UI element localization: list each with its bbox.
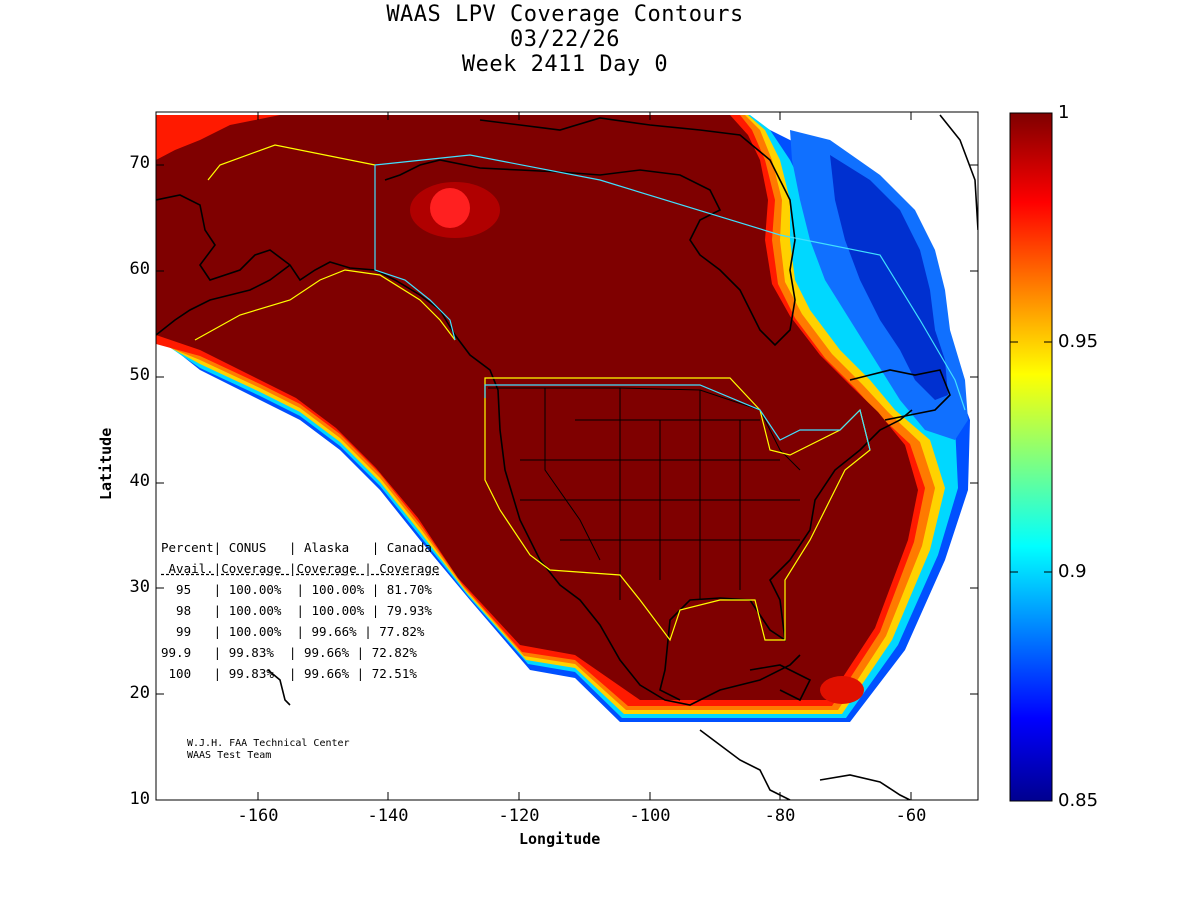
service-boundaries [194, 144, 966, 642]
contour-patch-caribbean [820, 676, 864, 704]
title-line-3: Week 2411 Day 0 [461, 52, 669, 77]
credit-line-1: W.J.H. FAA Technical Center [187, 738, 350, 749]
colorbar-ticks [1010, 341, 1052, 573]
y-tick-label: 50 [129, 365, 150, 385]
contour-northeast-navy [830, 155, 948, 400]
x-tick-label: -120 [498, 806, 540, 826]
plot-frame [155, 111, 979, 801]
y-tick-label: 40 [129, 471, 150, 491]
table-row: 98 | 100.00% | 100.00% | 79.93% [161, 603, 432, 618]
x-tick-label: -60 [895, 806, 927, 826]
y-tick-label: 30 [129, 577, 150, 597]
table-row: 99.9 | 99.83% | 99.66% | 72.82% [161, 645, 417, 660]
table-header-row: Percent| CONUS | Alaska | Canada [161, 540, 432, 555]
y-tick-label: 60 [129, 259, 150, 279]
table-row: 95 | 100.00% | 100.00% | 81.70% [161, 582, 432, 597]
coastlines [156, 114, 978, 800]
credit-line-2: WAAS Test Team [187, 750, 272, 761]
contour-hotspot-core [430, 188, 470, 228]
title-line-1: WAAS LPV Coverage Contours [386, 2, 744, 27]
table-header-row: Avail.|Coverage |Coverage | Coverage [161, 561, 440, 576]
x-tick-label: -80 [764, 806, 796, 826]
colorbar-tick-label: 0.85 [1058, 790, 1099, 811]
y-tick-label: 10 [129, 789, 150, 809]
title-line-2: 03/22/26 [510, 27, 620, 52]
colorbar-tick-label: 1 [1058, 102, 1070, 123]
axis-ticks [156, 112, 978, 800]
y-axis-label: Latitude [97, 427, 115, 500]
coverage-table: Percent| CONUS | Alaska | Canada Avail.|… [161, 516, 439, 705]
colorbar-tick-label: 0.9 [1058, 561, 1087, 582]
x-tick-label: -160 [237, 806, 279, 826]
colorbar-tick-label: 0.95 [1058, 331, 1099, 352]
state-borders [488, 387, 801, 600]
x-tick-label: -140 [367, 806, 409, 826]
contour-full-coverage [156, 115, 918, 700]
y-tick-label: 70 [129, 153, 150, 173]
x-axis-label: Longitude [519, 830, 601, 848]
credit-text: W.J.H. FAA Technical Center WAAS Test Tea… [187, 738, 350, 762]
table-row: 100 | 99.83% | 99.66% | 72.51% [161, 666, 417, 681]
y-tick-label: 20 [129, 683, 150, 703]
colorbar [1009, 112, 1053, 802]
coverage-contours [156, 114, 978, 800]
x-tick-label: -100 [629, 806, 671, 826]
table-row: 99 | 100.00% | 99.66% | 77.82% [161, 624, 425, 639]
